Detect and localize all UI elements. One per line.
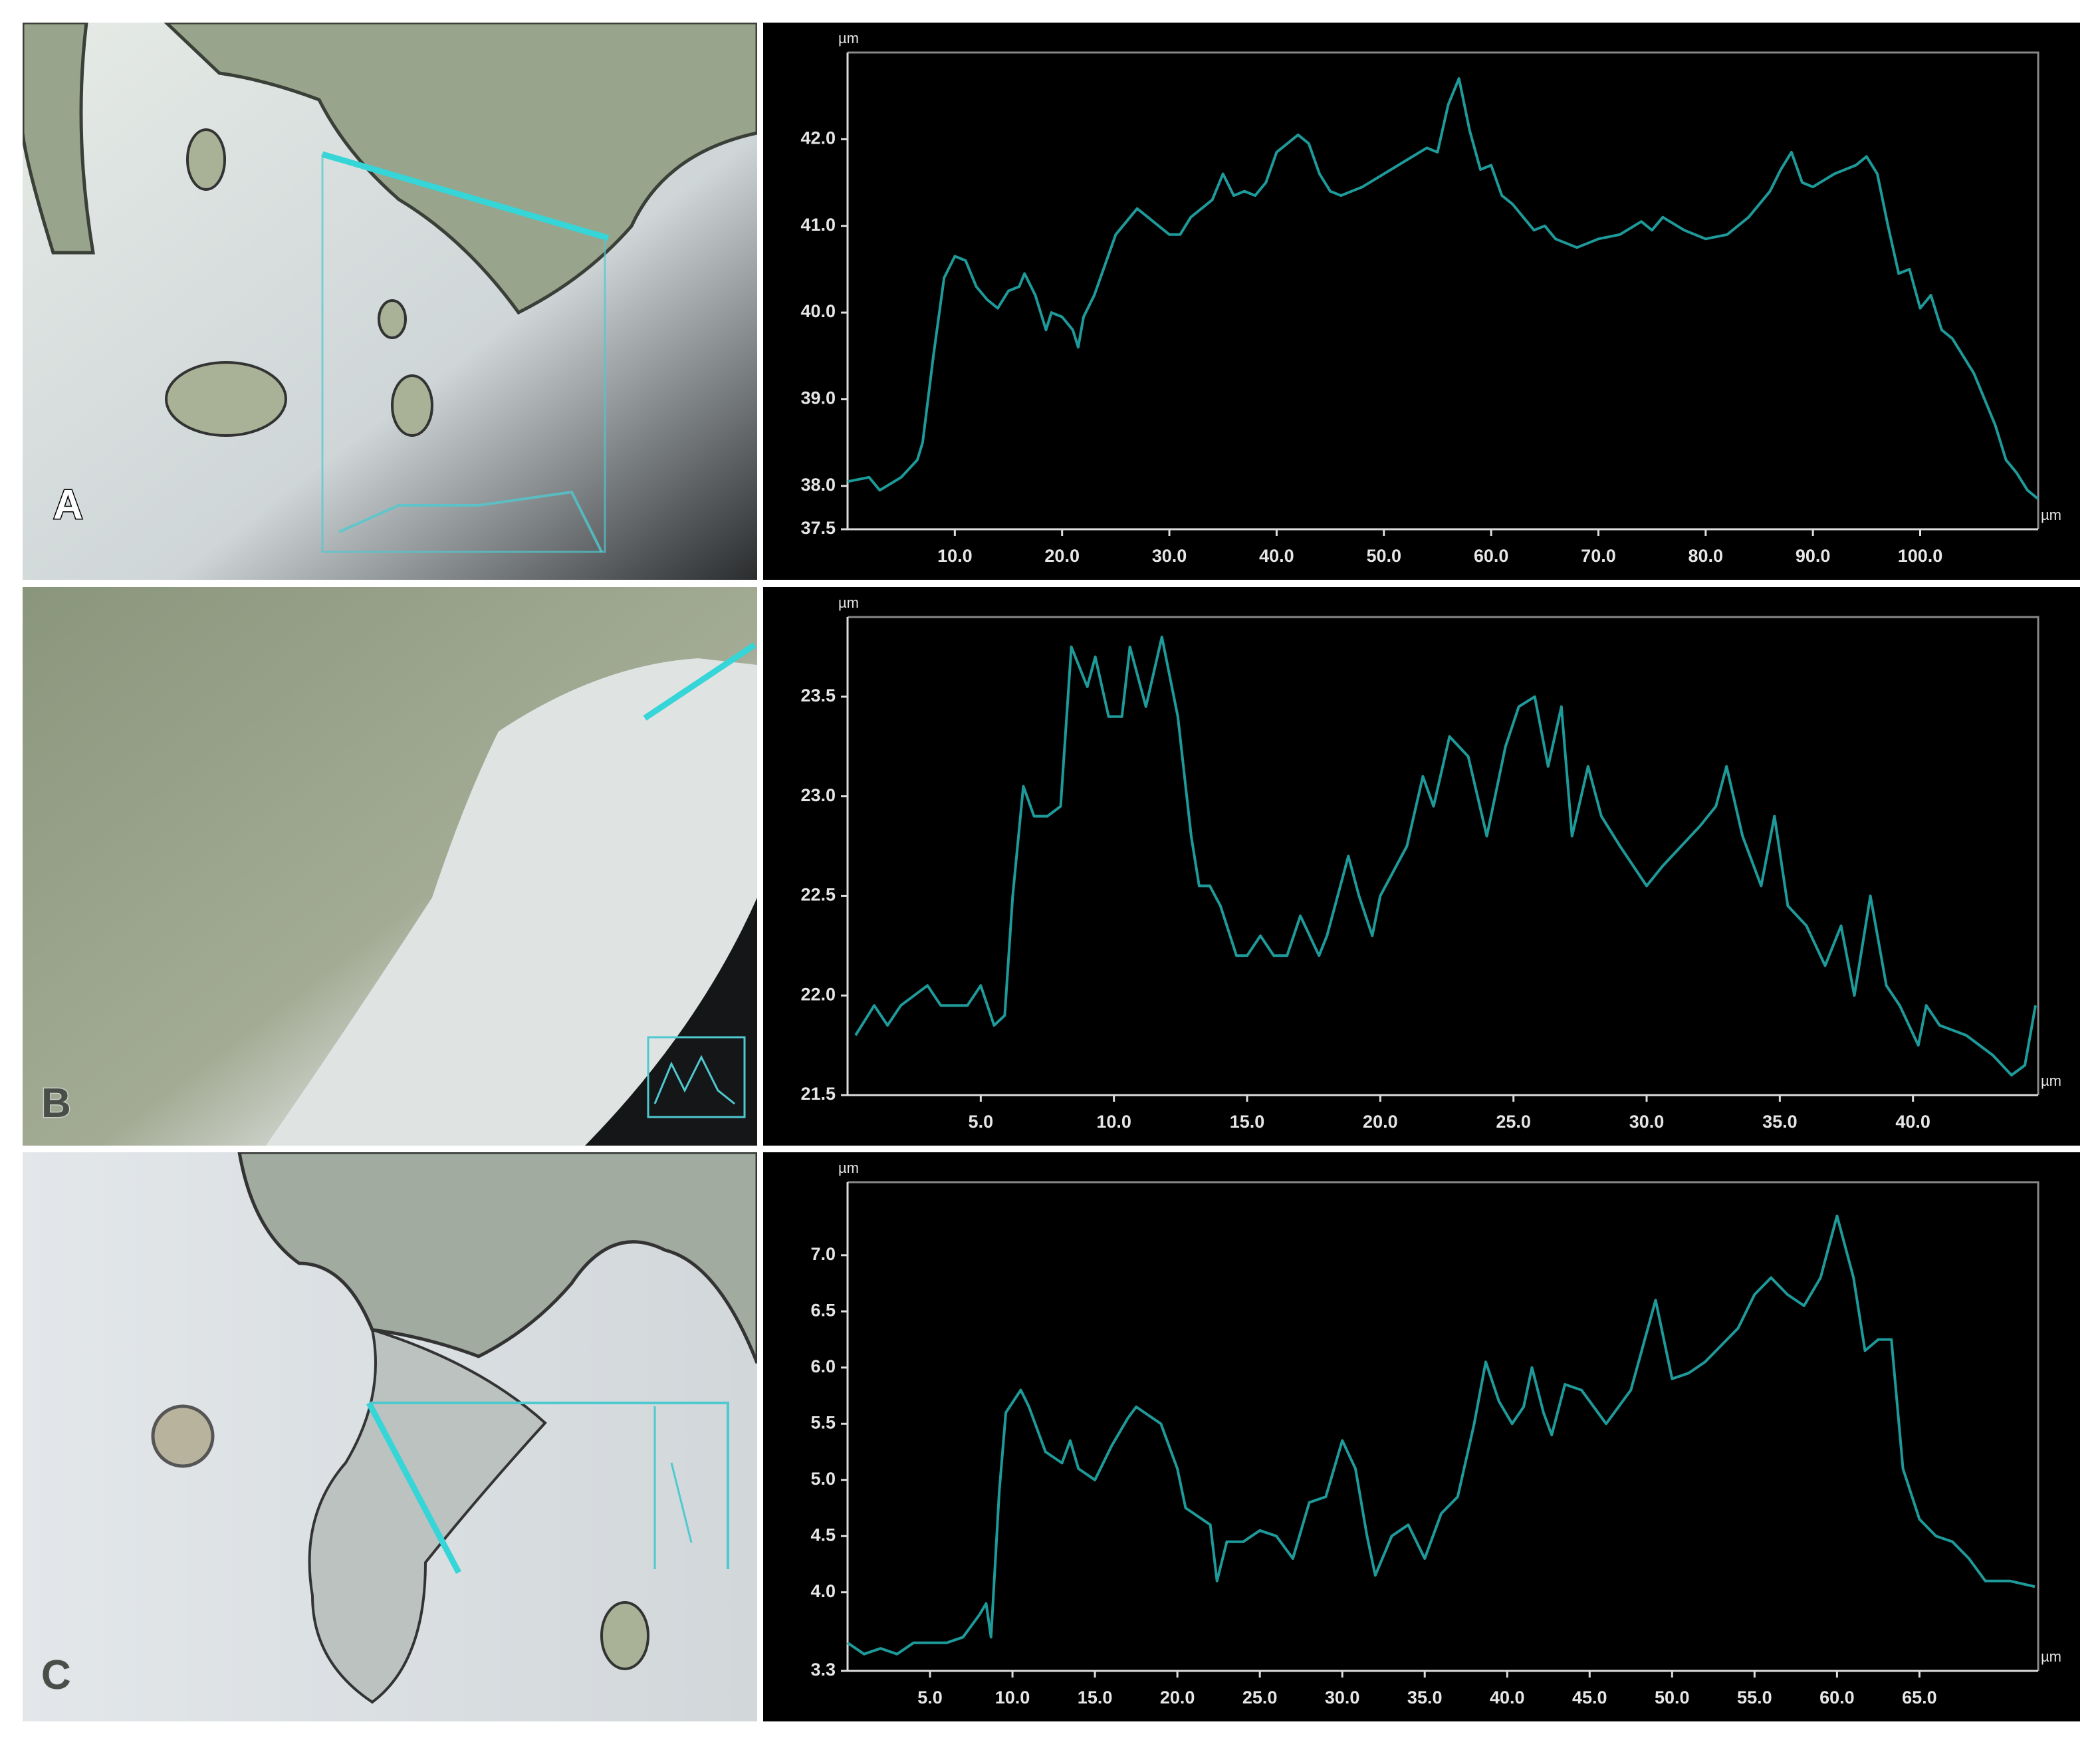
charts: 37.5 38.0 39.0 40.0 41.0 42.0 10.0 20.0 30.0 40.0… xyxy=(763,23,2080,1721)
panel-background xyxy=(763,587,2080,1146)
x-axis-unit: µm xyxy=(2041,507,2061,523)
x-tick-label: 80.0 xyxy=(1689,546,1724,566)
chart-panel: 21.5 22.0 22.5 23.0 23.5 5.0 10.0 15.0 20.0 25.0 3… xyxy=(763,587,2080,1146)
y-tick-label: 23.0 xyxy=(800,785,836,805)
x-tick-label: 25.0 xyxy=(1496,1112,1531,1132)
x-tick-label: 20.0 xyxy=(1044,546,1080,566)
x-tick-label: 30.0 xyxy=(1629,1112,1665,1132)
x-tick-label: 30.0 xyxy=(1152,546,1187,566)
x-tick-label: 100.0 xyxy=(1898,546,1943,566)
y-tick-label: 4.0 xyxy=(810,1581,836,1601)
plot-frame xyxy=(848,616,2040,1095)
y-tick-label: 40.0 xyxy=(800,301,836,321)
x-tick-label: 5.0 xyxy=(969,1112,994,1132)
x-tick-label: 10.0 xyxy=(937,546,973,566)
x-tick-label: 60.0 xyxy=(1819,1688,1855,1707)
x-tick-label: 50.0 xyxy=(1655,1688,1690,1707)
y-tick-label: 38.0 xyxy=(800,475,836,495)
x-tick-label: 20.0 xyxy=(1160,1688,1195,1707)
panel-label: A xyxy=(53,482,83,528)
x-tick-label: 50.0 xyxy=(1366,546,1401,566)
y-tick-label: 22.0 xyxy=(800,984,836,1004)
x-tick-label: 35.0 xyxy=(1762,1112,1798,1132)
x-tick-label: 60.0 xyxy=(1474,546,1509,566)
y-tick-label: 3.3 xyxy=(810,1660,836,1680)
y-tick-label: 7.0 xyxy=(810,1244,836,1264)
y-axis-unit: µm xyxy=(838,30,859,47)
y-tick-label: 6.5 xyxy=(810,1300,836,1320)
panel-background xyxy=(763,1152,2080,1721)
micrograph-c: C xyxy=(23,1152,757,1721)
profile-line xyxy=(846,1214,2036,1656)
x-tick-label: 90.0 xyxy=(1796,546,1831,566)
x-tick-label: 40.0 xyxy=(1490,1688,1525,1707)
y-tick-label: 39.0 xyxy=(800,388,836,408)
y-tick-label: 5.0 xyxy=(810,1469,836,1489)
micrograph-b: B xyxy=(23,587,757,1146)
panel-label: C xyxy=(41,1652,71,1698)
y-axis-unit: µm xyxy=(838,1160,859,1176)
x-tick-label: 45.0 xyxy=(1572,1688,1607,1707)
x-tick-label: 55.0 xyxy=(1737,1688,1772,1707)
y-tick-label: 22.5 xyxy=(800,885,836,905)
micrograph-a: A xyxy=(23,23,757,580)
plot-frame xyxy=(848,1181,2040,1671)
x-axis-unit: µm xyxy=(2041,1072,2061,1089)
x-tick-label: 5.0 xyxy=(917,1688,943,1707)
x-tick-label: 25.0 xyxy=(1242,1688,1278,1707)
x-tick-label: 30.0 xyxy=(1325,1688,1360,1707)
plot-frame xyxy=(848,51,2040,529)
x-tick-label: 20.0 xyxy=(1363,1112,1398,1132)
x-axis-unit: µm xyxy=(2041,1648,2061,1665)
x-tick-label: 35.0 xyxy=(1407,1688,1443,1707)
y-tick-label: 42.0 xyxy=(800,128,836,148)
y-tick-label: 23.5 xyxy=(800,686,836,705)
x-tick-label: 40.0 xyxy=(1259,546,1294,566)
profile-line xyxy=(854,636,2037,1076)
x-tick-label: 15.0 xyxy=(1230,1112,1265,1132)
panel-label: B xyxy=(41,1080,71,1126)
profile-line xyxy=(847,77,2040,500)
y-tick-label: 21.5 xyxy=(800,1084,836,1104)
y-tick-label: 4.5 xyxy=(810,1525,836,1545)
x-tick-label: 40.0 xyxy=(1895,1112,1930,1132)
x-tick-label: 65.0 xyxy=(1902,1688,1937,1707)
x-tick-label: 10.0 xyxy=(995,1688,1030,1707)
x-tick-label: 10.0 xyxy=(1096,1112,1131,1132)
chart-panel: 3.3 4.0 4.5 5.0 5.5 6.0 6.5 7.0 5.0 10.0 15.0 20.0 2… xyxy=(763,1152,2080,1721)
y-axis-unit: µm xyxy=(838,594,859,611)
y-tick-label: 37.5 xyxy=(800,518,836,538)
x-tick-label: 15.0 xyxy=(1078,1688,1113,1707)
y-tick-label: 41.0 xyxy=(800,215,836,235)
y-tick-label: 5.5 xyxy=(810,1412,836,1432)
chart-panel: 37.5 38.0 39.0 40.0 41.0 42.0 10.0 20.0 30.0 40.0… xyxy=(763,23,2080,580)
panel-background xyxy=(763,23,2080,580)
x-tick-label: 70.0 xyxy=(1581,546,1616,566)
y-tick-label: 6.0 xyxy=(810,1356,836,1376)
